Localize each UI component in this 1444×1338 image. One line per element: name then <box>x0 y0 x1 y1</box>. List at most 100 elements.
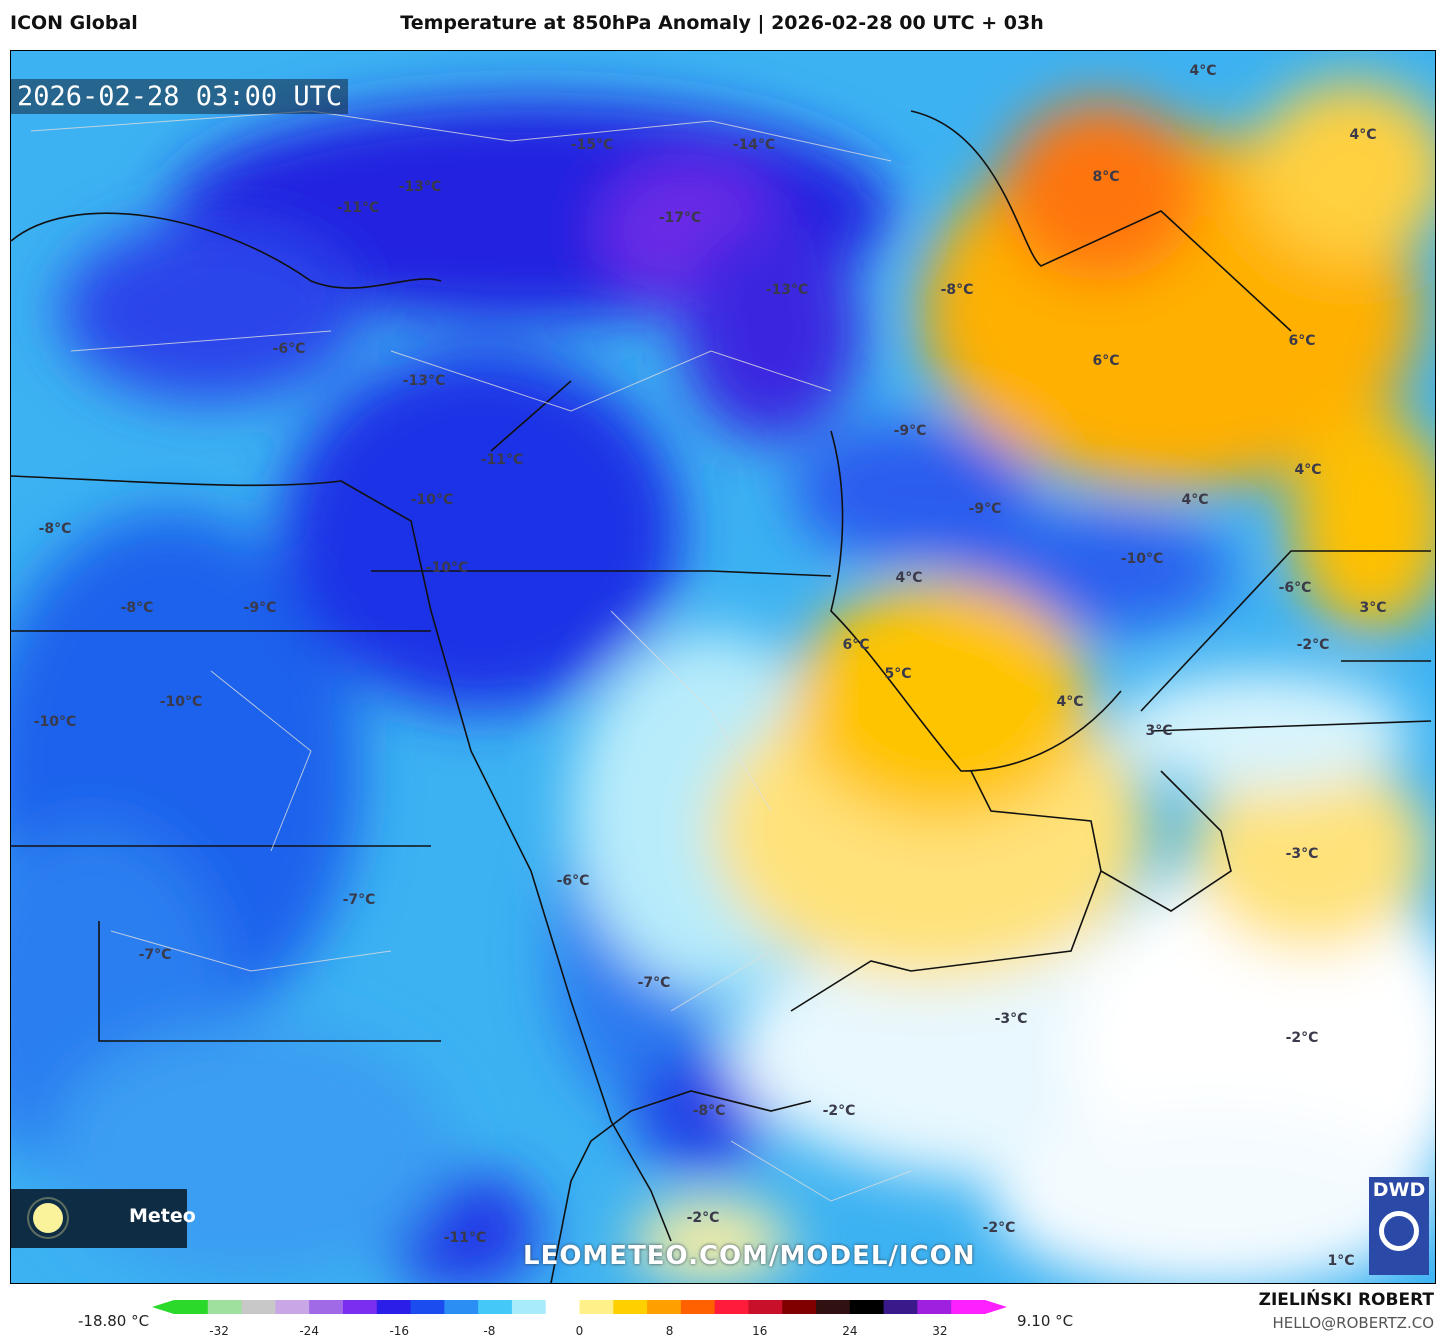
colorbar-max-label: 9.10 °C <box>1017 1312 1074 1330</box>
temperature-label: -7°C <box>138 947 172 963</box>
temperature-label: -9°C <box>243 600 277 616</box>
temperature-label: -3°C <box>994 1011 1028 1027</box>
temperature-label: 6°C <box>1092 353 1120 369</box>
colorbar-swatch <box>410 1300 445 1314</box>
temperature-label: -10°C <box>425 560 469 576</box>
temperature-label: -8°C <box>692 1103 726 1119</box>
leometeo-logo-text: Meteo <box>129 1205 196 1227</box>
colorbar-swatch <box>782 1300 817 1314</box>
temperature-label: 4°C <box>1056 694 1084 710</box>
temperature-label: -3°C <box>1285 846 1319 862</box>
temperature-label: 4°C <box>895 570 923 586</box>
temperature-label: -8°C <box>38 521 72 537</box>
temperature-label: -6°C <box>556 873 590 889</box>
colorbar-swatch <box>714 1300 749 1314</box>
temperature-label: -10°C <box>33 714 77 730</box>
colorbar-swatch <box>579 1300 614 1314</box>
colorbar-swatch <box>376 1300 412 1314</box>
temperature-label: -13°C <box>402 373 446 389</box>
temperature-label: -13°C <box>765 282 809 298</box>
colorbar-swatch <box>545 1300 580 1314</box>
temperature-label: 3°C <box>1359 600 1387 616</box>
colorbar-swatch <box>849 1300 885 1314</box>
colorbar-swatch <box>917 1300 952 1314</box>
temperature-label: 4°C <box>1189 63 1217 79</box>
sun-icon <box>33 1203 63 1233</box>
colorbar-tick-label: 0 <box>575 1324 584 1338</box>
temperature-label: -7°C <box>637 975 671 991</box>
colorbar-tick-label: 8 <box>665 1324 674 1338</box>
colorbar-swatch <box>816 1300 851 1314</box>
colorbar-swatch <box>275 1300 310 1314</box>
colorbar-tick-label: -16 <box>389 1324 410 1338</box>
map-field <box>11 51 1435 1283</box>
temperature-label: -2°C <box>686 1210 720 1226</box>
colorbar-swatch <box>883 1300 918 1314</box>
temperature-label: -6°C <box>1278 580 1312 596</box>
temperature-label: -8°C <box>120 600 154 616</box>
temperature-label: 6°C <box>1288 333 1316 349</box>
valid-time-label: 2026-02-28 03:00 UTC <box>11 79 349 114</box>
dwd-logo: DWD <box>1369 1177 1429 1275</box>
colorbar-swatch <box>647 1300 682 1314</box>
colorbar-swatch <box>309 1300 344 1314</box>
temperature-label: -10°C <box>159 694 203 710</box>
colorbar-swatch <box>342 1300 378 1314</box>
colorbar-tick-label: -8 <box>483 1324 496 1338</box>
leometeo-logo[interactable]: Meteo <box>11 1189 196 1248</box>
colorbar-tick-label: -32 <box>209 1324 229 1338</box>
temperature-label: 4°C <box>1294 462 1322 478</box>
temperature-label: -10°C <box>1120 551 1164 567</box>
watermark: LEOMETEO.COM/MODEL/ICON <box>523 1241 976 1271</box>
colorbar-tick-label: 16 <box>752 1324 768 1338</box>
temperature-label: 4°C <box>1181 492 1209 508</box>
temperature-label: -17°C <box>658 210 702 226</box>
colorbar-swatch <box>613 1300 648 1314</box>
temperature-label: -7°C <box>342 892 376 908</box>
temperature-label: -10°C <box>410 492 454 508</box>
temperature-label: 1°C <box>1327 1253 1355 1269</box>
colorbar-swatch <box>207 1300 243 1314</box>
colorbar-swatch <box>748 1300 783 1314</box>
colorbar-swatch <box>174 1300 209 1314</box>
colorbar-extend-arrow <box>985 1300 1007 1314</box>
temperature-label: -8°C <box>940 282 974 298</box>
colorbar-swatch <box>680 1300 716 1314</box>
temperature-label: -11°C <box>336 200 380 216</box>
author-email: HELLO@ROBERTZ.CO <box>1272 1314 1434 1332</box>
temperature-label: -11°C <box>480 452 524 468</box>
colorbar-tick-label: 32 <box>932 1324 948 1338</box>
author-name: ZIELIŃSKI ROBERT <box>1258 1290 1434 1310</box>
temperature-label: 6°C <box>842 637 870 653</box>
temperature-label: -15°C <box>570 137 614 153</box>
temperature-label: -9°C <box>893 423 927 439</box>
colorbar-swatch <box>511 1300 547 1314</box>
temperature-label: -14°C <box>732 137 776 153</box>
dwd-logo-text: DWD <box>1372 1179 1426 1201</box>
temperature-label: 4°C <box>1349 127 1377 143</box>
colorbar-swatch <box>444 1300 479 1314</box>
temperature-label: -11°C <box>443 1230 487 1246</box>
colorbar-min-label: -18.80 °C <box>78 1312 150 1330</box>
colorbar-swatch <box>951 1300 986 1314</box>
colorbar <box>152 1300 1007 1314</box>
colorbar-swatch <box>478 1300 513 1314</box>
temperature-label: 3°C <box>1145 723 1173 739</box>
colorbar-swatch <box>241 1300 276 1314</box>
model-name: ICON Global <box>10 12 138 34</box>
temperature-label: -6°C <box>272 341 306 357</box>
temperature-label: -2°C <box>982 1220 1016 1236</box>
chart-title: Temperature at 850hPa Anomaly | 2026-02-… <box>400 12 1044 34</box>
temperature-label: -13°C <box>398 179 442 195</box>
dwd-swirl-icon <box>1379 1211 1419 1251</box>
temperature-label: -2°C <box>1296 637 1330 653</box>
colorbar-extend-arrow <box>152 1300 174 1314</box>
temperature-label: 8°C <box>1092 169 1120 185</box>
temperature-label: -2°C <box>822 1103 856 1119</box>
temperature-anomaly-map[interactable]: 4°C 4°C -15°C -14°C -13°C -11°C -17°C 8°C -13°C -… <box>10 50 1436 1284</box>
colorbar-tick-label: 24 <box>842 1324 858 1338</box>
temperature-label: -2°C <box>1285 1030 1319 1046</box>
colorbar-tick-label: -24 <box>299 1324 319 1338</box>
temperature-label: -9°C <box>968 501 1002 517</box>
temperature-label: 5°C <box>884 666 912 682</box>
